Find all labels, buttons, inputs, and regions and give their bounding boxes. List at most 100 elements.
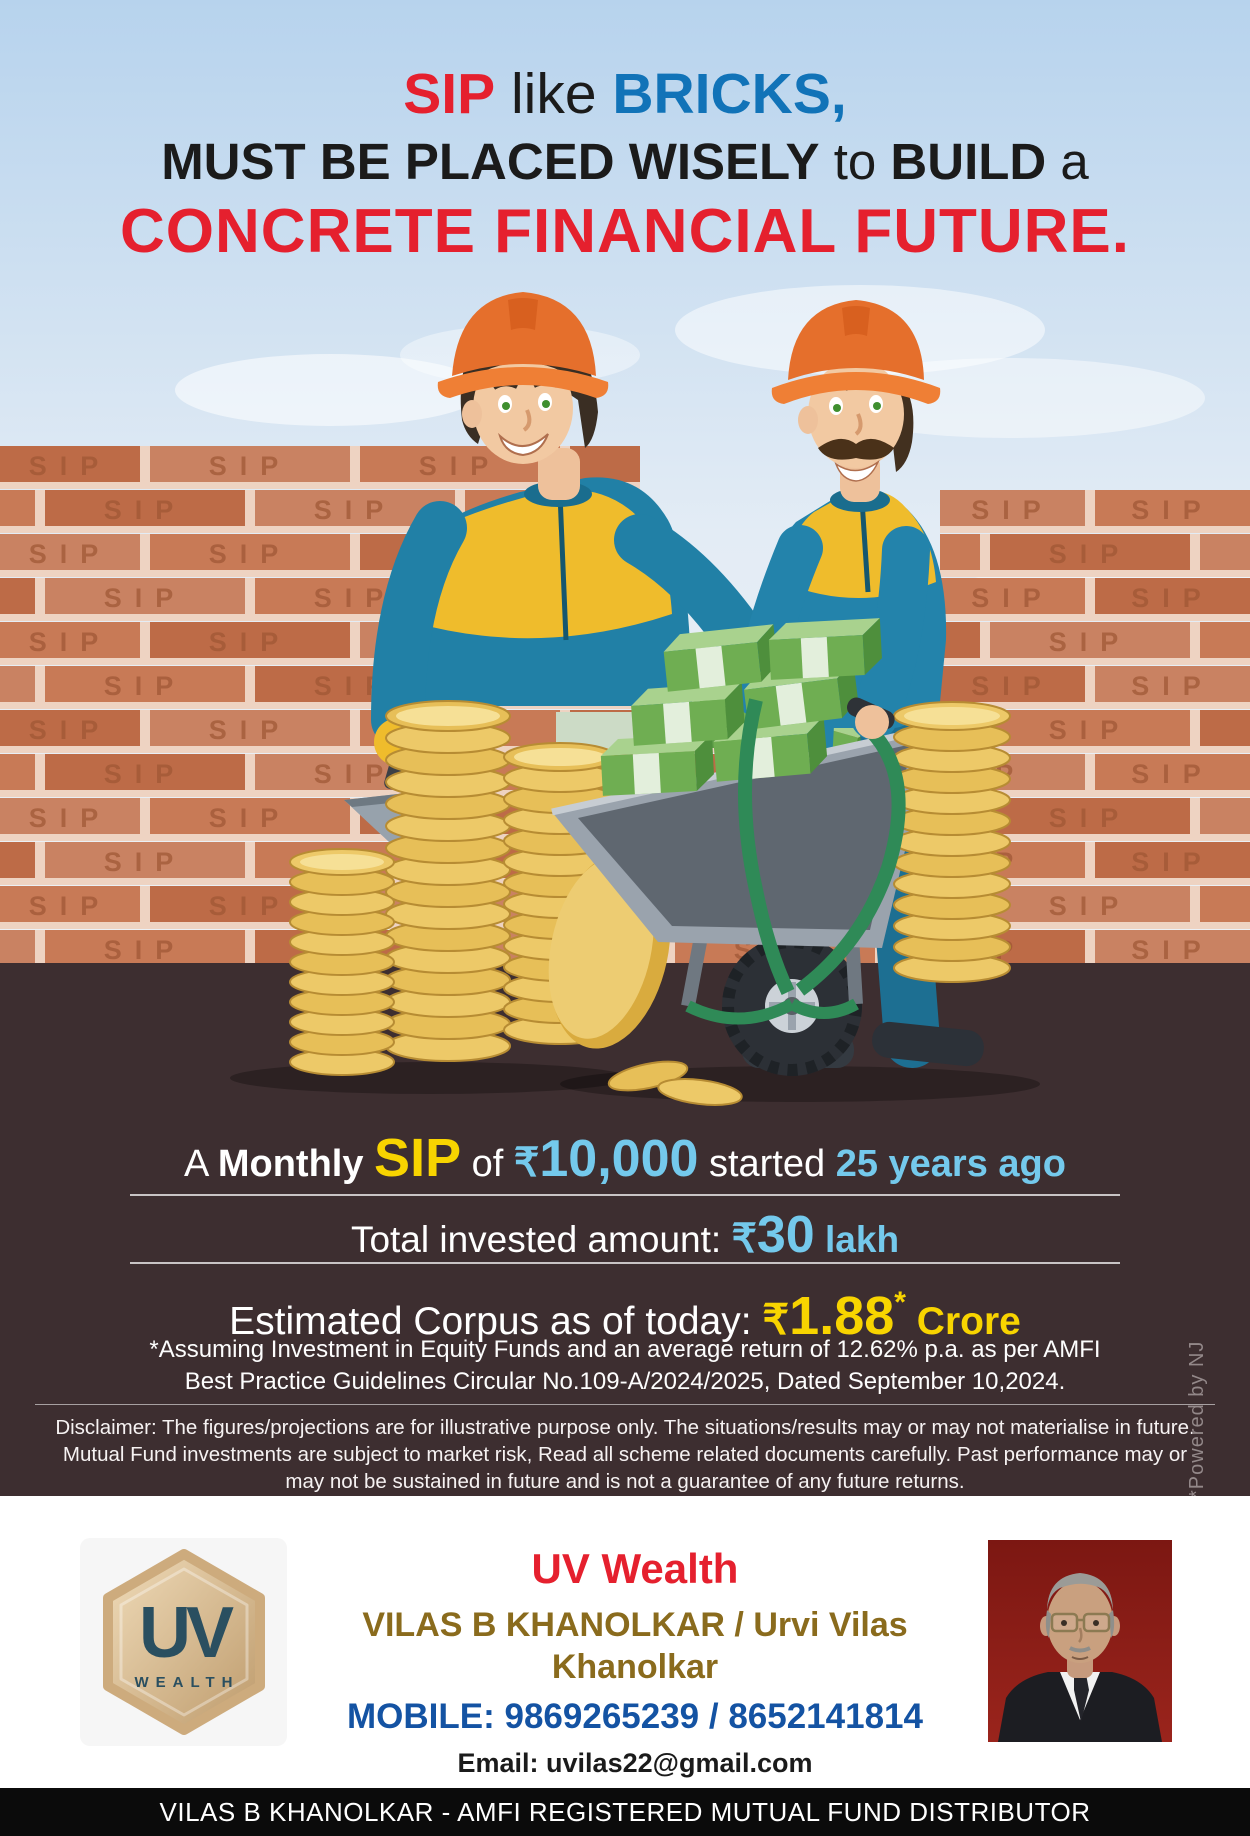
brick-label: SIP [1049, 715, 1132, 745]
brick [940, 490, 1085, 526]
brick [1200, 798, 1250, 834]
brick-label: SIP [209, 539, 292, 569]
brick [45, 754, 245, 790]
brick-label: SIP [209, 891, 292, 921]
brick [45, 578, 245, 614]
coin-top [514, 748, 606, 766]
logo-monogram: UV [138, 1593, 233, 1673]
brick-label: SIP [104, 671, 187, 701]
brick [1095, 930, 1250, 966]
wheelbarrow [551, 618, 1011, 1076]
amfi-registration-text: VILAS B KHANOLKAR - AMFI REGISTERED MUTU… [159, 1796, 1091, 1827]
coin-top [396, 706, 500, 726]
brick [1200, 534, 1250, 570]
headline-line-2: MUST BE PLACED WISELY to BUILD a [161, 132, 1089, 190]
uv-wealth-logo: UV WEALTH [80, 1538, 287, 1746]
stat-total-invested: Total invested amount: ₹30 lakh [350, 1206, 900, 1264]
headline-line-1: SIP like BRICKS, [403, 62, 847, 126]
brick-label: SIP [1049, 891, 1132, 921]
brick [0, 798, 140, 834]
email-address: Email: uvilas22@gmail.com [457, 1748, 813, 1778]
contact-block: UV Wealth VILAS B KHANOLKAR / Urvi Vilas… [300, 1530, 970, 1780]
brick-label: SIP [29, 627, 112, 657]
headline-sip: SIP [403, 62, 496, 126]
brick [990, 798, 1190, 834]
brick [0, 754, 35, 790]
brick [940, 666, 1085, 702]
distributor-photo [988, 1540, 1172, 1742]
logo-wealth-text: WEALTH [134, 1674, 239, 1691]
brick [0, 622, 140, 658]
brick-label: SIP [104, 935, 187, 965]
coin-top [904, 707, 1000, 725]
sip-amount-label: SIP [374, 1128, 462, 1188]
uv-wealth-logo-icon: UV WEALTH [102, 1549, 265, 1735]
brick-label: SIP [1131, 671, 1214, 701]
brick-label: SIP [1131, 495, 1214, 525]
brick-label: SIP [971, 671, 1054, 701]
brick-label: SIP [314, 583, 397, 613]
brick-label: SIP [1049, 627, 1132, 657]
divider [35, 1404, 1215, 1405]
brick-label: SIP [1131, 583, 1214, 613]
brick [0, 842, 35, 878]
brick-label: SIP [209, 451, 292, 481]
shadow [230, 1062, 630, 1094]
wheelbarrow-coins [893, 701, 1011, 983]
disclaimer-text: Disclaimer: The figures/projections are … [55, 1416, 1195, 1493]
brick-label: SIP [1131, 847, 1214, 877]
sip-amount-value: 10,000 [539, 1130, 699, 1188]
brick [940, 578, 1085, 614]
brick [1095, 842, 1250, 878]
brick [150, 710, 350, 746]
brick [940, 622, 980, 658]
brick-label: SIP [29, 715, 112, 745]
headline: SIP like BRICKS, MUST BE PLACED WISELY t… [0, 62, 1250, 266]
footer: UV WEALTH UV Wealth VILAS B KHANOLKAR / … [0, 1496, 1250, 1788]
brand-name: UV Wealth [531, 1545, 739, 1592]
brick-label: SIP [104, 495, 187, 525]
brick [0, 578, 35, 614]
brick-label: SIP [209, 627, 292, 657]
brick [1200, 710, 1250, 746]
brick [0, 490, 35, 526]
brick [1095, 666, 1250, 702]
stat-estimated-corpus: Estimated Corpus as of today: ₹1.88* Cro… [229, 1286, 1021, 1346]
brick [150, 622, 350, 658]
brick-label: SIP [1131, 759, 1214, 789]
brick [0, 534, 140, 570]
brick [45, 490, 245, 526]
corpus-value: 1.88 [789, 1286, 895, 1346]
brick [0, 930, 35, 966]
brick-label: SIP [1049, 803, 1132, 833]
brick [1095, 490, 1250, 526]
brick-label: SIP [1049, 539, 1132, 569]
brick [1200, 622, 1250, 658]
stat-monthly-sip: A Monthly SIP of ₹10,000 started 25 year… [184, 1128, 1066, 1188]
brick-label: SIP [29, 451, 112, 481]
brick [150, 446, 350, 482]
brick-label: SIP [29, 891, 112, 921]
brick-label: SIP [29, 539, 112, 569]
brick [0, 710, 140, 746]
headline-bricks: BRICKS, [612, 62, 847, 126]
amfi-bottom-bar: VILAS B KHANOLKAR - AMFI REGISTERED MUTU… [0, 1788, 1250, 1836]
stats-panel: A Monthly SIP of ₹10,000 started 25 year… [0, 1120, 1250, 1498]
brick [940, 534, 980, 570]
brick-label: SIP [209, 715, 292, 745]
brick [990, 710, 1190, 746]
fallen-coins [607, 1060, 743, 1106]
rupee-icon: ₹ [731, 1217, 757, 1261]
divider [130, 1262, 1120, 1264]
brick [1200, 886, 1250, 922]
brick [990, 886, 1190, 922]
brick [0, 666, 35, 702]
headline-line-3: CONCRETE FINANCIAL FUTURE. [120, 196, 1130, 266]
brick [990, 622, 1190, 658]
brick [150, 534, 350, 570]
brick-label: SIP [1131, 935, 1214, 965]
sip-duration: 25 years ago [835, 1143, 1066, 1185]
brick [45, 930, 245, 966]
rupee-icon: ₹ [762, 1296, 790, 1343]
